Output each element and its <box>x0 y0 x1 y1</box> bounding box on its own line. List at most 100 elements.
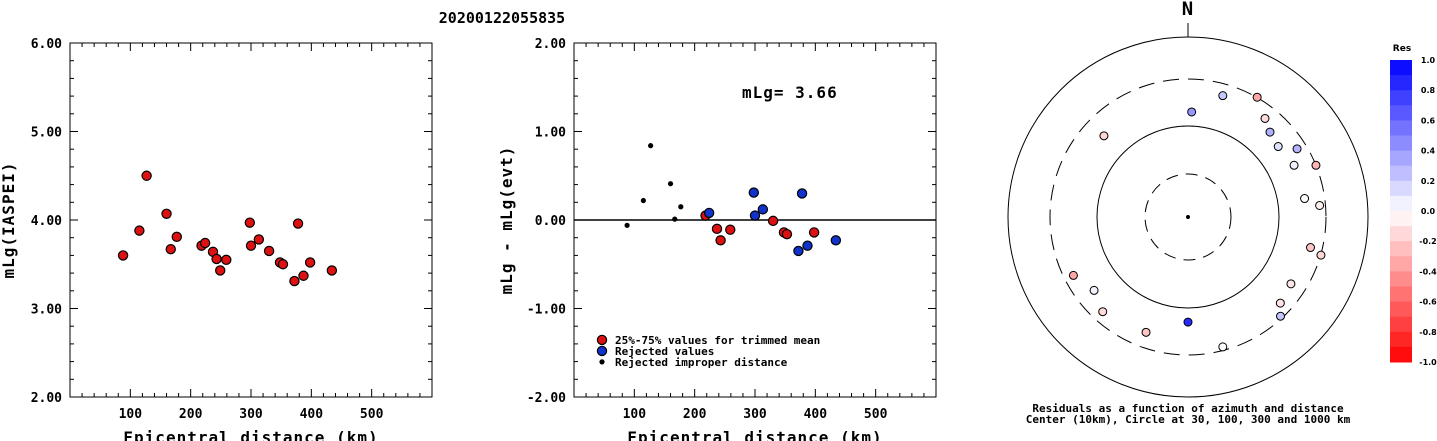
y-tick-label: -2.00 <box>527 391 566 406</box>
station-residual-marker <box>1218 91 1228 101</box>
data-point <box>161 208 172 220</box>
y-tick-label: 1.00 <box>535 126 566 141</box>
colorbar-swatch <box>1390 271 1412 287</box>
colorbar-swatch <box>1390 120 1412 136</box>
legend-marker <box>596 334 608 346</box>
data-point <box>141 170 152 181</box>
colorbar-swatch <box>1390 286 1412 303</box>
data-point <box>648 143 654 149</box>
data-point <box>667 181 674 187</box>
data-point <box>245 240 257 251</box>
colorbar-swatch <box>1390 60 1412 76</box>
station-residual-marker <box>1273 142 1283 152</box>
residual-colorbar: Res 1.0 0.8 0.6 0.4 0.2 0.0 -0.2 -0.4 -0.6 -0.8 -1.… <box>1390 44 1437 367</box>
x-tick-label: 300 <box>743 407 767 422</box>
data-point <box>802 240 813 251</box>
colorbar-tick-label: 1.0 <box>1421 56 1436 65</box>
y-axis-label: mLg(IASPEI) <box>0 162 18 279</box>
data-point <box>781 228 793 240</box>
data-point <box>725 224 736 235</box>
colorbar-swatch <box>1390 316 1412 333</box>
x-axis-label: Epicentral distance (km) <box>123 428 378 441</box>
magnitude-distance-chart: 2.00 3.00 4.00 5.00 6.00 100 200 300 400 500 Epice… <box>0 37 433 441</box>
data-point <box>672 216 678 222</box>
legend-label: 25%-75% values for trimmed mean <box>615 334 820 347</box>
colorbar-swatch <box>1390 135 1412 152</box>
colorbar-tick-label: -0.6 <box>1419 298 1437 307</box>
station-residual-marker <box>1260 113 1270 123</box>
data-point <box>289 275 300 287</box>
x-axis-label: Epicentral distance (km) <box>627 428 882 441</box>
data-point <box>171 231 182 243</box>
data-point <box>253 234 265 245</box>
y-tick-label: 2.00 <box>31 391 62 406</box>
epicenter-marker <box>1186 215 1190 219</box>
colorbar-tick-label: 0.2 <box>1421 177 1435 186</box>
data-point <box>215 265 226 276</box>
data-point <box>263 245 275 257</box>
colorbar-tick-label: -1.0 <box>1419 358 1437 367</box>
data-point <box>211 253 222 265</box>
data-point <box>244 217 255 228</box>
colorbar-swatch <box>1390 90 1412 106</box>
station-residual-marker <box>1315 200 1325 210</box>
ring-100km <box>1096 125 1280 309</box>
y-axis-label: mLg - mLg(evt) <box>497 146 516 295</box>
azimuth-residual-polar-chart: N Residuals as a function of azimuth and … <box>1007 0 1369 426</box>
colorbar-swatch <box>1390 105 1412 121</box>
station-residual-marker <box>1276 311 1286 321</box>
event-title: 20200122055835 <box>439 9 565 27</box>
x-tick-label: 300 <box>239 407 263 422</box>
data-point <box>165 244 176 255</box>
data-point <box>748 187 759 198</box>
data-point <box>808 227 820 238</box>
ring-30km <box>1144 173 1232 261</box>
north-label: N <box>1182 0 1194 20</box>
colorbar-swatch <box>1390 256 1412 272</box>
data-point <box>678 204 684 210</box>
station-residual-marker <box>1286 279 1296 289</box>
data-point <box>277 259 289 270</box>
data-point <box>640 197 646 204</box>
station-residual-marker <box>1300 194 1310 204</box>
y-tick-label: 4.00 <box>31 214 62 229</box>
x-tick-label: 200 <box>179 407 203 422</box>
colorbar-swatch <box>1390 241 1412 257</box>
station-residual-marker <box>1141 327 1151 337</box>
data-point <box>830 235 842 246</box>
data-point <box>292 218 304 229</box>
y-tick-label: 6.00 <box>31 37 62 52</box>
data-point <box>796 188 808 199</box>
station-residual-marker <box>1187 107 1197 117</box>
data-point <box>624 222 630 228</box>
magnitude-annotation: mLg= 3.66 <box>742 83 838 102</box>
colorbar-swatch <box>1390 211 1412 227</box>
data-point <box>767 215 779 227</box>
data-point <box>793 245 804 257</box>
legend-marker <box>596 345 608 357</box>
ring-1000km <box>1007 36 1369 398</box>
colorbar-tick-label: -0.2 <box>1419 237 1437 246</box>
station-residual-marker <box>1218 342 1228 352</box>
data-point <box>715 235 726 246</box>
data-point <box>703 207 715 219</box>
data-point <box>199 237 211 249</box>
y-tick-label: 5.00 <box>31 126 62 141</box>
data-point <box>326 265 338 276</box>
legend-marker <box>599 359 605 365</box>
station-residual-marker <box>1098 307 1108 317</box>
x-tick-label: 200 <box>683 407 707 422</box>
data-point <box>221 254 232 266</box>
data-point <box>298 270 309 281</box>
station-residual-marker <box>1252 92 1262 102</box>
y-tick-label: 3.00 <box>31 303 62 318</box>
colorbar-swatch <box>1390 195 1412 212</box>
residual-distance-chart: -2.00 -1.00 0.00 1.00 2.00 100 200 300 400 500 Epi… <box>497 37 937 441</box>
y-tick-label: 0.00 <box>535 214 566 229</box>
colorbar-swatch <box>1390 165 1412 182</box>
data-point <box>757 204 769 215</box>
station-residual-marker <box>1305 243 1315 253</box>
station-residual-marker <box>1311 160 1321 170</box>
colorbar-tick-label: -0.8 <box>1419 328 1437 337</box>
